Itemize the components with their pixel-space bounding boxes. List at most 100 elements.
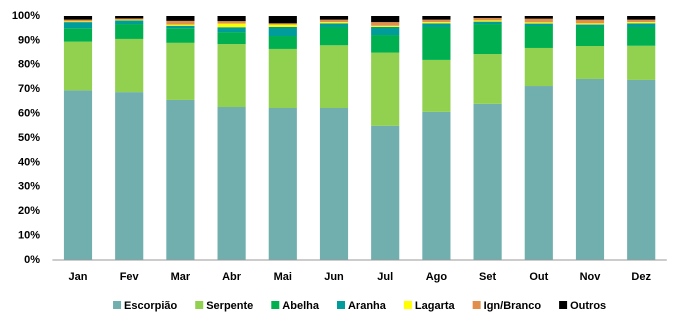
x-tick-label: Mai xyxy=(274,271,292,283)
bar-segment xyxy=(473,16,502,18)
bar-segment xyxy=(166,24,195,26)
legend-swatch xyxy=(195,301,204,309)
legend-swatch xyxy=(336,301,345,309)
x-tick-label: Abr xyxy=(222,271,242,283)
x-tick-label: Out xyxy=(529,271,548,283)
bar-segment xyxy=(575,26,605,47)
bar-segment xyxy=(575,23,605,25)
bar-segment xyxy=(319,16,349,20)
bar-segment xyxy=(115,19,144,21)
legend-swatch xyxy=(271,301,280,309)
x-tick-label: Mar xyxy=(171,271,191,283)
bar-segment xyxy=(473,17,502,21)
bar-segment xyxy=(422,23,451,27)
bar-segment xyxy=(524,23,553,27)
x-tick-label: Fev xyxy=(120,271,140,283)
legend-label: Escorpião xyxy=(124,300,177,312)
bar-segment xyxy=(319,22,349,24)
bar-segment xyxy=(371,26,400,36)
bar-segment xyxy=(166,42,195,100)
bar-segment xyxy=(217,107,246,261)
y-tick-label: 80% xyxy=(18,59,40,71)
legend-label: Lagarta xyxy=(415,300,456,312)
y-tick-label: 50% xyxy=(18,132,40,144)
legend-swatch xyxy=(472,301,481,309)
bar-segment xyxy=(627,19,656,23)
bar-segment xyxy=(268,23,297,25)
bar-segment xyxy=(473,21,502,25)
bar-segment xyxy=(166,16,195,21)
legend-label: Serpente xyxy=(206,300,253,312)
legend-swatch xyxy=(113,301,122,309)
bar-segment xyxy=(524,47,553,87)
y-tick-label: 40% xyxy=(18,156,40,168)
bar-segment xyxy=(371,52,400,126)
legend-swatch xyxy=(559,301,568,309)
bar-segment xyxy=(63,21,93,23)
bar-segment xyxy=(268,16,297,24)
legend-label: Outros xyxy=(570,300,606,312)
bar-segment xyxy=(575,24,605,27)
bar-segment xyxy=(575,16,605,20)
bar-segment xyxy=(473,20,502,22)
bar-segment xyxy=(371,22,400,26)
bar-segment xyxy=(268,24,297,27)
bar-segment xyxy=(627,23,656,27)
bar-segment xyxy=(268,107,297,260)
y-tick-label: 0% xyxy=(24,254,40,266)
bar-segment xyxy=(268,48,297,108)
bar-segment xyxy=(575,78,605,261)
x-tick-label: Dez xyxy=(631,271,651,283)
x-tick-label: Jul xyxy=(377,271,393,283)
x-tick-label: Jun xyxy=(324,271,344,283)
bar-segment xyxy=(166,99,195,260)
bar-segment xyxy=(115,24,144,39)
bar-segment xyxy=(422,59,451,112)
bar-segment xyxy=(524,26,553,48)
bar-segment xyxy=(473,24,502,55)
bar-segment xyxy=(319,23,349,27)
bar-segment xyxy=(627,16,656,20)
x-tick-label: Ago xyxy=(426,271,448,283)
bar-segment xyxy=(115,20,144,25)
legend-label: Ign/Branco xyxy=(484,300,542,312)
x-tick-label: Jan xyxy=(69,271,88,283)
bar-segment xyxy=(217,44,246,108)
y-tick-label: 20% xyxy=(18,205,40,217)
bar-segment xyxy=(473,103,502,260)
bar-segment xyxy=(115,38,144,93)
bar-segment xyxy=(217,21,246,24)
bar-segment xyxy=(268,36,297,49)
bar-segment xyxy=(63,16,93,20)
bar-segment xyxy=(422,22,451,24)
bar-segment xyxy=(371,16,400,23)
y-tick-label: 10% xyxy=(18,230,40,242)
bar-segment xyxy=(319,107,349,260)
bar-segment xyxy=(575,19,605,24)
bar-segment xyxy=(524,18,553,23)
bar-segment xyxy=(575,46,605,79)
bar-segment xyxy=(166,28,195,43)
bar-segment xyxy=(217,23,246,28)
bar-segment xyxy=(115,18,144,20)
y-tick-label: 90% xyxy=(18,34,40,46)
bar-segment xyxy=(268,26,297,37)
y-tick-label: 60% xyxy=(18,108,40,120)
bar-segment xyxy=(627,45,656,80)
bar-segment xyxy=(319,26,349,46)
bar-segment xyxy=(63,22,93,29)
bar-segment xyxy=(217,16,246,22)
legend-label: Aranha xyxy=(348,300,387,312)
bar-segment xyxy=(524,16,553,19)
y-tick-label: 30% xyxy=(18,181,40,193)
bar-segment xyxy=(166,25,195,29)
bar-segment xyxy=(371,25,400,27)
bar-segment xyxy=(166,20,195,25)
bar-segment xyxy=(63,41,93,91)
y-tick-label: 70% xyxy=(18,83,40,95)
x-tick-label: Nov xyxy=(580,271,602,283)
bar-segment xyxy=(63,28,93,42)
legend-swatch xyxy=(403,301,412,309)
bar-segment xyxy=(524,22,553,24)
